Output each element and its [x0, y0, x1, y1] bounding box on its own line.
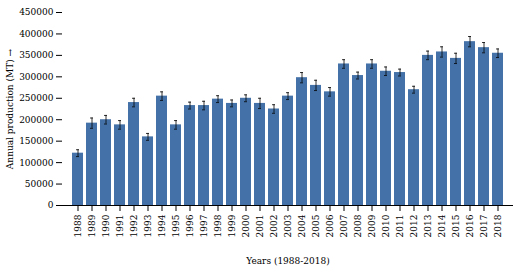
svg-text:2014: 2014 [437, 214, 447, 237]
svg-text:0: 0 [48, 200, 54, 210]
svg-text:200000: 200000 [19, 115, 54, 125]
svg-text:2016: 2016 [465, 214, 475, 237]
svg-text:2005: 2005 [311, 214, 321, 237]
svg-text:2009: 2009 [367, 214, 377, 237]
svg-text:1992: 1992 [129, 215, 139, 238]
svg-text:1995: 1995 [171, 214, 181, 237]
svg-text:2007: 2007 [339, 214, 349, 237]
svg-text:2015: 2015 [451, 214, 461, 237]
svg-text:Annual production (MT) →: Annual production (MT) → [5, 48, 15, 170]
svg-text:2018: 2018 [493, 214, 503, 237]
svg-text:2006: 2006 [325, 214, 335, 237]
svg-text:2013: 2013 [423, 214, 433, 237]
svg-text:1993: 1993 [143, 214, 153, 237]
svg-text:2001: 2001 [255, 215, 265, 238]
svg-text:2000: 2000 [241, 214, 251, 237]
svg-text:1994: 1994 [157, 214, 167, 237]
svg-text:2012: 2012 [409, 215, 419, 238]
svg-text:2010: 2010 [381, 214, 391, 237]
svg-text:2002: 2002 [269, 215, 279, 238]
svg-text:150000: 150000 [19, 136, 54, 146]
svg-text:1999: 1999 [227, 214, 237, 237]
svg-text:50000: 50000 [25, 179, 54, 189]
svg-text:2011: 2011 [395, 215, 405, 238]
svg-text:Years (1988-2018): Years (1988-2018) [245, 256, 330, 266]
svg-text:450000: 450000 [19, 7, 54, 17]
svg-text:2008: 2008 [353, 214, 363, 237]
svg-text:1996: 1996 [185, 214, 195, 237]
svg-text:1998: 1998 [213, 214, 223, 237]
svg-text:1997: 1997 [199, 214, 209, 237]
svg-text:2003: 2003 [283, 214, 293, 237]
svg-text:1991: 1991 [115, 215, 125, 238]
svg-text:350000: 350000 [19, 50, 54, 60]
svg-text:1988: 1988 [73, 214, 83, 237]
svg-text:250000: 250000 [19, 93, 54, 103]
svg-text:2004: 2004 [297, 214, 307, 237]
svg-text:2017: 2017 [479, 214, 489, 237]
svg-text:1990: 1990 [101, 214, 111, 237]
svg-text:1989: 1989 [87, 214, 97, 237]
svg-text:100000: 100000 [19, 157, 54, 167]
svg-text:400000: 400000 [19, 29, 54, 39]
svg-text:300000: 300000 [19, 72, 54, 82]
